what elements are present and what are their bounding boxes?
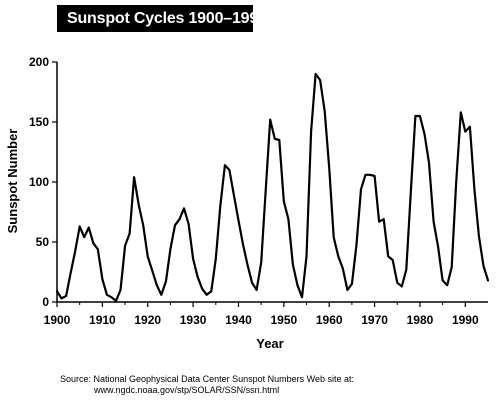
y-tick-label: 150: [29, 115, 49, 129]
source-line-1: Source: National Geophysical Data Center…: [60, 374, 354, 384]
y-axis-ticks: 0 50 100 150 200: [29, 55, 57, 309]
y-tick-label: 50: [36, 235, 50, 249]
source-line-2: www.ngdc.noaa.gov/stp/SOLAR/SSN/ssn.html: [94, 385, 280, 395]
x-tick-label: 1970: [361, 313, 388, 327]
x-tick-label: 1990: [452, 313, 479, 327]
x-tick-label: 1940: [225, 313, 252, 327]
y-axis-label: Sunspot Number: [5, 129, 20, 234]
y-tick-label: 0: [42, 295, 49, 309]
sunspot-series-line: [55, 72, 490, 302]
x-tick-label: 1910: [89, 313, 116, 327]
x-tick-label: 1950: [270, 313, 297, 327]
x-axis-ticks: 1900 1910 1920 1930 1940 1950 1960 1970 1980 1990: [44, 302, 479, 327]
chart-axes: [56, 62, 488, 303]
source-note: Source: National Geophysical Data Center…: [60, 374, 354, 396]
x-tick-label: 1980: [407, 313, 434, 327]
chart-title: Sunspot Cycles 1900–1995: [57, 5, 267, 32]
x-tick-label: 1930: [180, 313, 207, 327]
x-tick-label: 1920: [134, 313, 161, 327]
y-tick-label: 100: [29, 175, 49, 189]
y-tick-label: 200: [29, 55, 49, 69]
x-tick-label: 1900: [44, 313, 71, 327]
x-axis-label: Year: [256, 336, 283, 351]
x-tick-label: 1960: [316, 313, 343, 327]
